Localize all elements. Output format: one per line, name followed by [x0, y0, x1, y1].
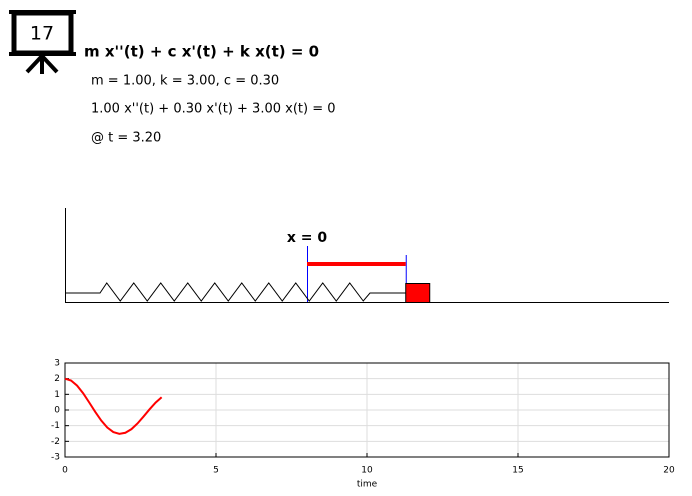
x-tick-label: 15 [512, 466, 523, 476]
mass [405, 283, 431, 303]
x-tick-label: 0 [62, 466, 68, 476]
y-tick-label: 2 [54, 374, 60, 384]
plot-frame [64, 362, 670, 458]
y-tick-label: -3 [51, 453, 60, 463]
equation: m x''(t) + c x'(t) + k x(t) = 0 [84, 43, 319, 61]
y-tick-label: 1 [54, 390, 60, 400]
spring [65, 282, 406, 302]
x-axis-label: time [357, 480, 378, 490]
x-tick-label: 20 [663, 466, 675, 476]
x-tick-label: 5 [213, 466, 219, 476]
x-tick-label: 10 [361, 466, 373, 476]
y-tick-label: 0 [54, 406, 60, 416]
response-curve [64, 377, 163, 435]
y-tick-label: 3 [54, 359, 60, 369]
badge-icon: 17 [9, 10, 76, 74]
spring-group [65, 255, 431, 303]
badge-number: 17 [30, 23, 54, 45]
plot: -3 -2 -1 0 1 2 3 0 5 10 15 20 time [51, 359, 675, 490]
parameters: m = 1.00, k = 3.00, c = 0.30 [91, 74, 279, 89]
time-label: @ t = 3.20 [91, 131, 161, 146]
y-tick-label: -2 [51, 437, 60, 447]
instance: 1.00 x''(t) + 0.30 x'(t) + 3.00 x(t) = 0 [91, 102, 336, 117]
y-tick-label: -1 [51, 421, 60, 431]
equilibrium-label: x = 0 [287, 230, 328, 246]
